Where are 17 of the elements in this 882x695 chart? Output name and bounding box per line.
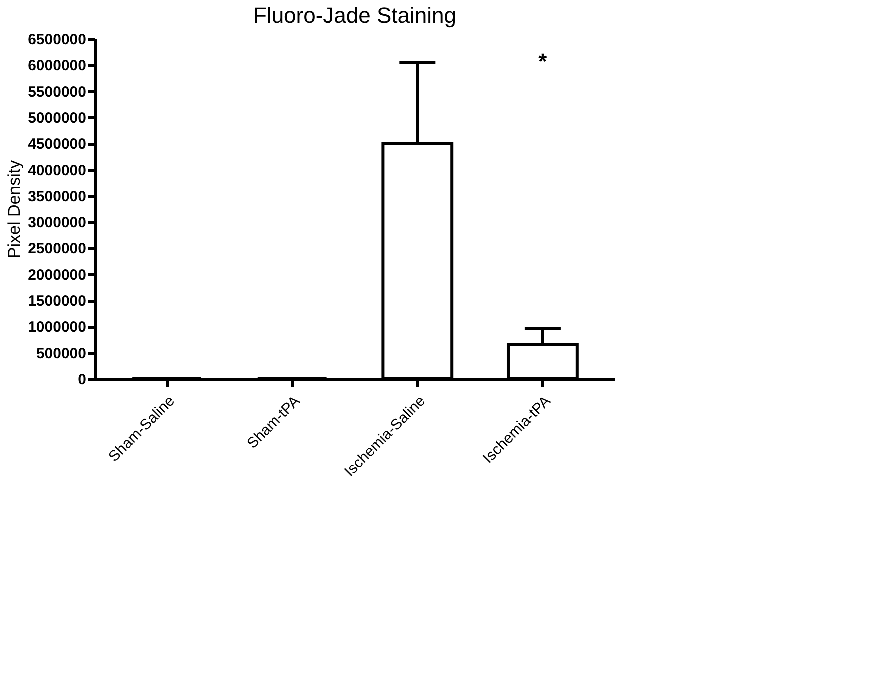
y-tick-label: 500000 bbox=[36, 345, 86, 362]
y-tick-label: 4000000 bbox=[28, 162, 86, 180]
y-axis-title: Pixel Density bbox=[5, 160, 24, 259]
y-tick-label: 2000000 bbox=[28, 266, 86, 284]
y-tick-label: 5500000 bbox=[28, 84, 86, 101]
y-tick-label: 1000000 bbox=[28, 319, 86, 336]
y-tick-label: 0 bbox=[78, 372, 86, 388]
annotation: * bbox=[538, 49, 548, 74]
y-tick-label: 6000000 bbox=[28, 58, 86, 75]
y-tick-label: 3500000 bbox=[28, 188, 86, 206]
y-tick-label: 6500000 bbox=[28, 32, 86, 48]
y-tick-label: 1500000 bbox=[28, 293, 86, 310]
y-tick-label: 3000000 bbox=[28, 214, 86, 232]
y-tick-label: 4500000 bbox=[28, 136, 86, 154]
chart-title: Fluoro-Jade Staining bbox=[253, 3, 457, 28]
y-tick-label: 5000000 bbox=[28, 110, 86, 127]
y-tick-label: 2500000 bbox=[28, 240, 86, 258]
